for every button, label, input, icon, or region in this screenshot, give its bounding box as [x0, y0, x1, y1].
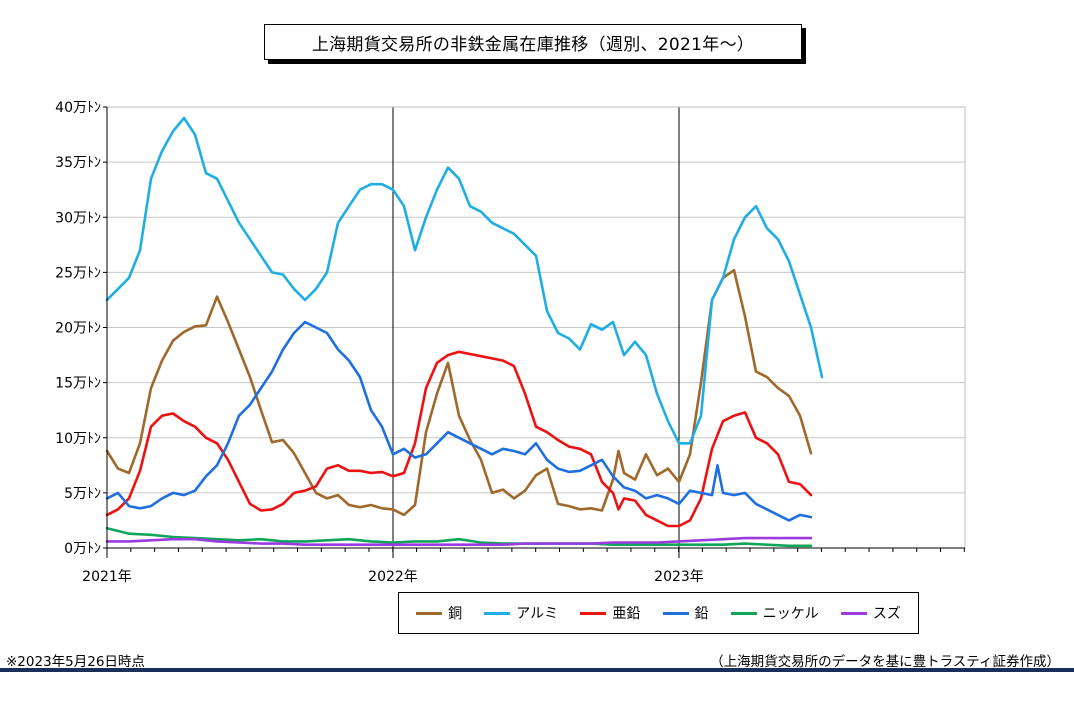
legend-item-lead: 鉛: [662, 603, 709, 623]
legend-item-zinc: 亜鉛: [580, 603, 640, 623]
bottom-divider: [0, 668, 1074, 672]
y-tick-label: 30万ﾄﾝ: [55, 210, 101, 226]
legend-label-copper: 銅: [448, 606, 463, 622]
y-tick-label: 25万ﾄﾝ: [55, 265, 101, 281]
y-tick-label: 10万ﾄﾝ: [55, 431, 101, 447]
legend-swatch-lead: [662, 611, 689, 615]
legend-swatch-nickel: [730, 611, 757, 615]
legend-item-copper: 銅: [416, 603, 462, 623]
legend-swatch-zinc: [580, 611, 607, 615]
legend-swatch-copper: [416, 611, 443, 615]
series-line-tin: [105, 536, 813, 547]
y-tick-label: 0万ﾄﾝ: [64, 541, 101, 557]
series-lines: [105, 116, 824, 548]
x-tick-label: 2022年: [368, 569, 418, 585]
series-line-copper: [105, 268, 813, 517]
legend-item-nickel: ニッケル: [730, 603, 819, 623]
series-line-nickel: [105, 526, 813, 548]
x-tick-label: 2021年: [82, 569, 132, 585]
y-tick-label: 35万ﾄﾝ: [55, 155, 101, 171]
grid-lines: [106, 106, 966, 549]
chart-legend: 銅 アルミ 亜鉛 鉛 ニッケル スズ: [398, 592, 919, 634]
y-tick-label: 5万ﾄﾝ: [64, 486, 101, 502]
legend-label-lead: 鉛: [694, 606, 709, 622]
legend-label-aluminum: アルミ: [516, 606, 559, 622]
series-line-lead: [105, 320, 813, 522]
x-tick-label: 2023年: [654, 569, 704, 585]
legend-swatch-aluminum: [484, 611, 511, 615]
footnote-date: ※2023年5月26日時点: [6, 654, 145, 670]
chart-title: 上海期貨交易所の非鉄金属在庫推移（週別、2021年～）: [264, 24, 802, 60]
legend-label-zinc: 亜鉛: [612, 606, 641, 622]
legend-item-aluminum: アルミ: [484, 603, 558, 623]
legend-item-tin: スズ: [840, 603, 901, 623]
legend-label-nickel: ニッケル: [762, 606, 819, 622]
source-credit: （上海期貨交易所のデータを基に豊トラスティ証券作成）: [710, 654, 1060, 670]
series-line-aluminum: [105, 116, 824, 445]
legend-label-tin: スズ: [872, 606, 901, 622]
series-line-zinc: [105, 350, 813, 528]
y-tick-label: 20万ﾄﾝ: [55, 321, 101, 337]
y-tick-label: 15万ﾄﾝ: [55, 376, 101, 392]
axes: 0万ﾄﾝ 5万ﾄﾝ 10万ﾄﾝ 15万ﾄﾝ 20万ﾄﾝ 25万ﾄﾝ 30万ﾄﾝ 35万ﾄﾝ 40…: [55, 100, 965, 585]
y-tick-label: 40万ﾄﾝ: [55, 100, 101, 116]
legend-swatch-tin: [840, 611, 867, 615]
